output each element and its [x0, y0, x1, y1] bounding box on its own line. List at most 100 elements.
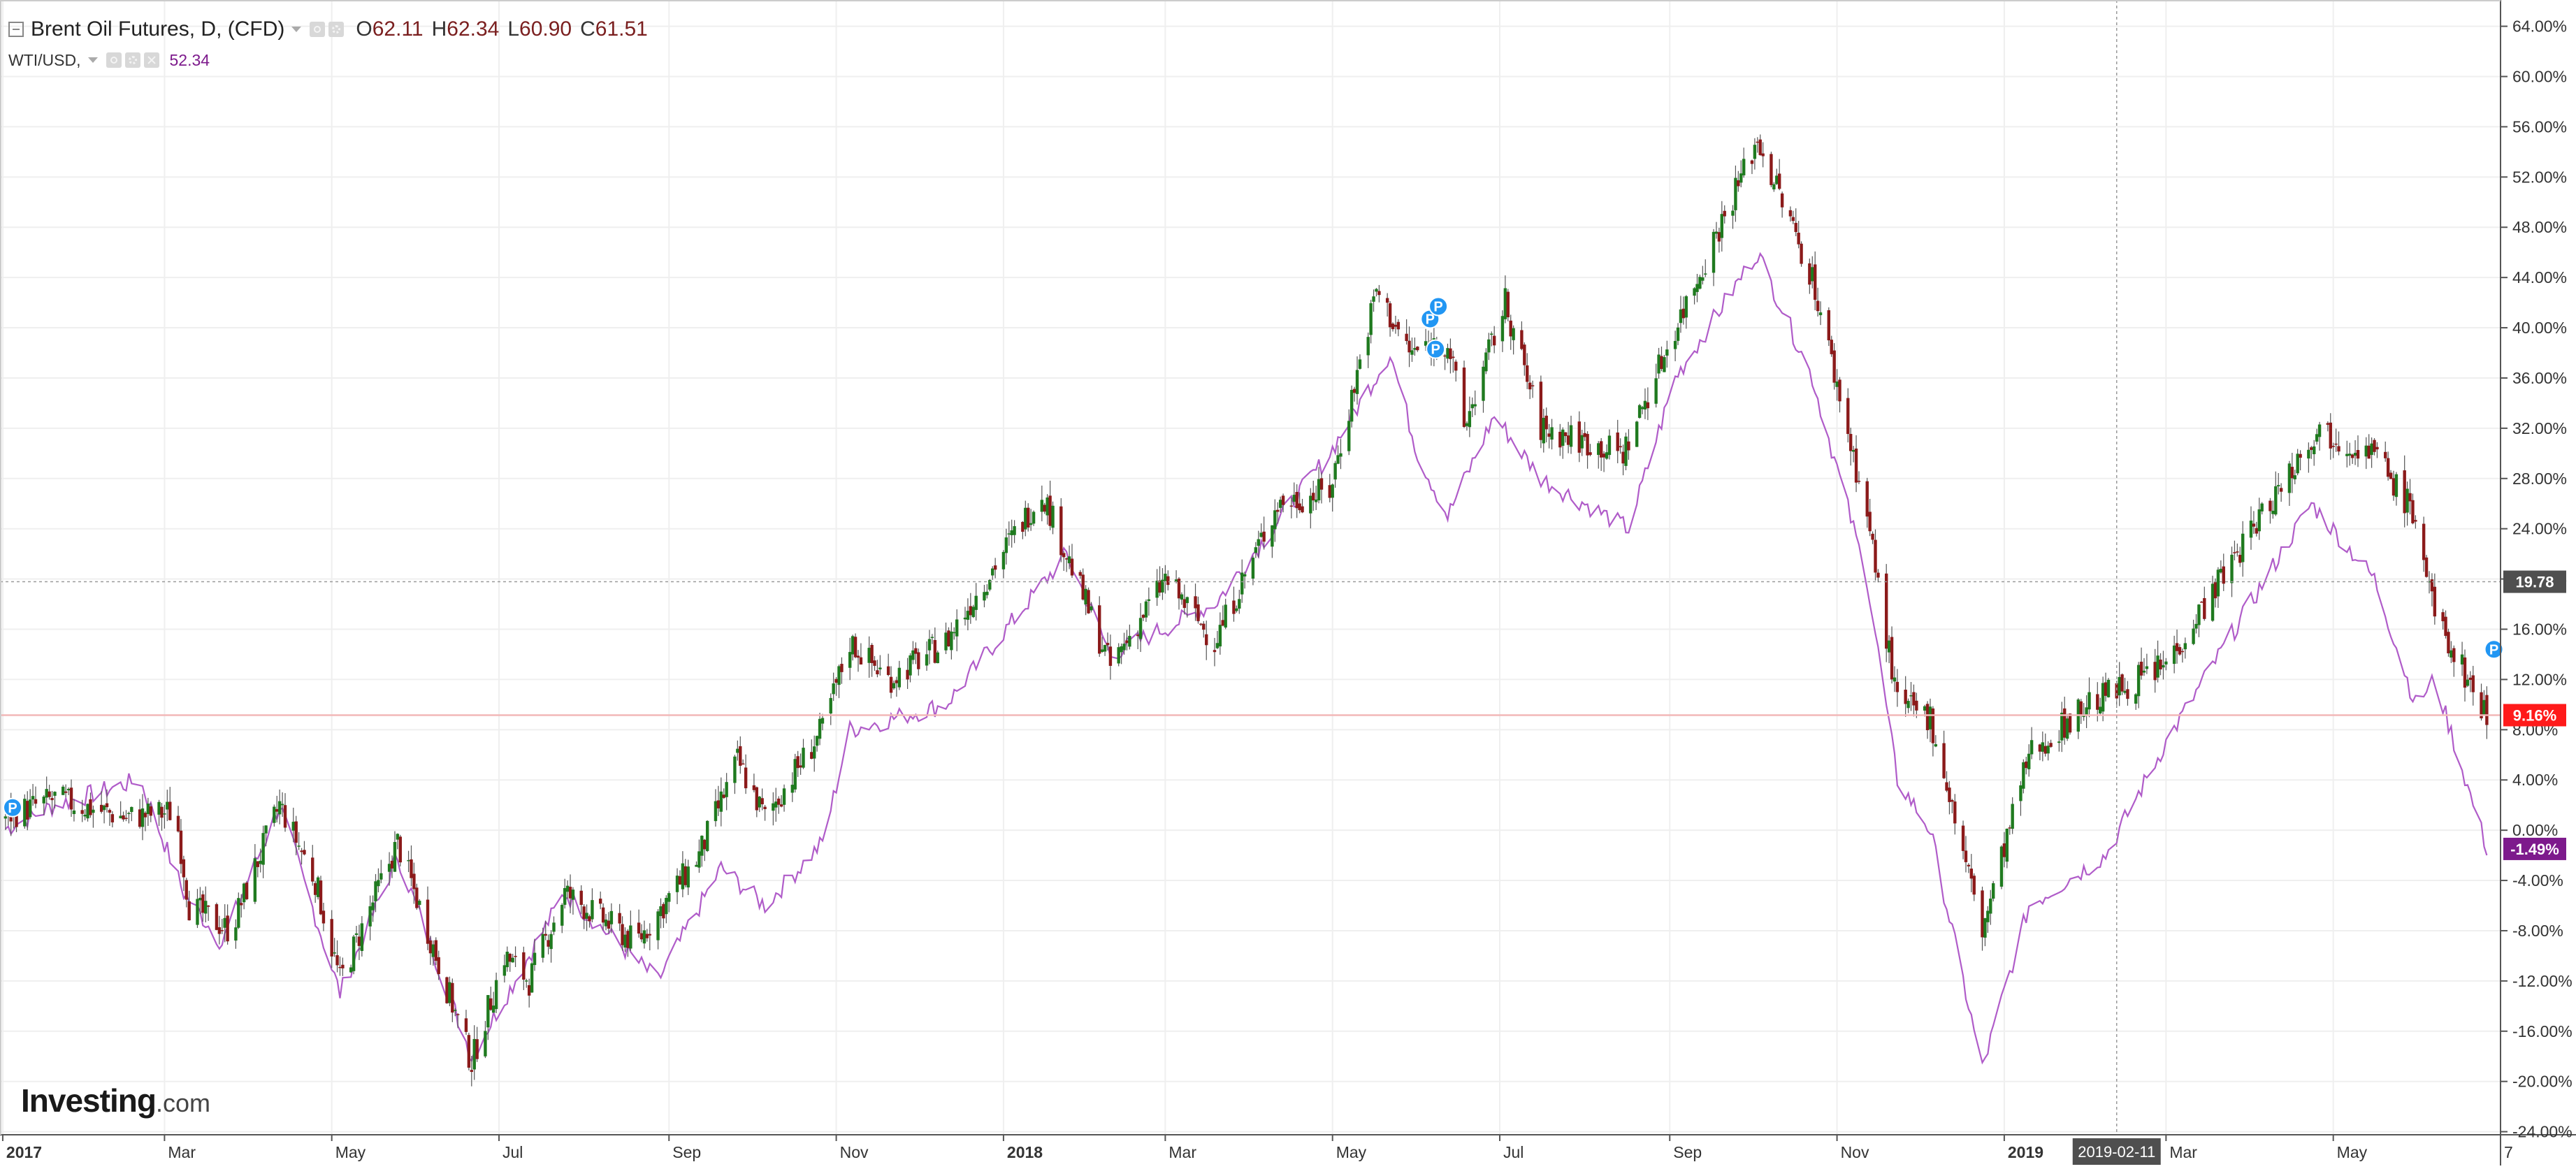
candle-up	[1468, 411, 1472, 428]
open-label: O	[356, 17, 372, 41]
candle-down	[300, 850, 303, 852]
candle-up	[2194, 623, 2198, 629]
y-tick-label: -4.00%	[2512, 871, 2563, 890]
chevron-down-icon[interactable]	[87, 57, 98, 63]
candle-up	[157, 801, 161, 815]
y-tick-label: 4.00%	[2512, 771, 2558, 789]
candle-up	[1742, 159, 1746, 175]
candle-up	[454, 1010, 457, 1011]
candle-up	[1503, 288, 1507, 319]
candle-down	[1177, 579, 1181, 599]
candle-up	[1013, 526, 1016, 535]
candle-up	[686, 866, 690, 888]
candle-up	[697, 851, 701, 868]
candle-up	[1375, 289, 1378, 292]
eye-icon[interactable]	[310, 22, 326, 37]
candle-down	[215, 904, 219, 930]
candle-down	[1523, 344, 1526, 365]
candle-down	[598, 899, 602, 904]
wti-last-value-label: -1.49%	[2510, 841, 2559, 858]
wti-last-value-box	[2503, 837, 2566, 860]
candle-up	[1180, 594, 1184, 600]
candle-up	[1906, 701, 1910, 709]
event-marker	[1428, 296, 1449, 317]
collapse-icon[interactable]	[8, 22, 24, 37]
candle-up	[829, 697, 832, 714]
crosshair-value-label: 19.78	[2515, 574, 2554, 591]
candle-down	[870, 644, 874, 663]
y-tick-label: -24.00%	[2512, 1123, 2573, 1141]
candle-up	[675, 876, 679, 892]
candle-down	[947, 630, 950, 647]
candle-up	[2394, 474, 2398, 498]
candle-up	[1410, 350, 1414, 355]
candle-up	[642, 930, 646, 944]
candle-down	[187, 901, 191, 921]
candle-up	[1654, 378, 1658, 404]
candle-up	[1500, 316, 1505, 342]
candle-down	[514, 956, 517, 957]
candle-down	[99, 804, 103, 812]
candle-down	[1202, 623, 1206, 630]
y-tick-label: 44.00%	[2512, 268, 2567, 286]
candle-down	[1813, 264, 1817, 300]
candle-down	[1281, 495, 1285, 505]
candle-down	[1854, 448, 1858, 483]
candle-down	[2079, 701, 2083, 716]
candle-down	[2238, 555, 2242, 563]
settings-icon[interactable]	[328, 22, 345, 37]
candle-up	[1811, 267, 1814, 282]
chevron-down-icon[interactable]	[291, 27, 302, 32]
candle-down	[1166, 576, 1170, 586]
candle-down	[2153, 662, 2157, 681]
candle-down	[2386, 458, 2390, 477]
candle-down	[601, 907, 605, 923]
candle-up	[892, 683, 896, 689]
candle-down	[1319, 478, 1324, 490]
candle-up	[502, 965, 507, 976]
candle-up	[379, 873, 383, 880]
candle-up	[1045, 498, 1049, 516]
candle-up	[297, 845, 301, 847]
candle-up	[2057, 741, 2061, 743]
candle-up	[2364, 445, 2368, 457]
x-tick-label: Sep	[672, 1143, 701, 1161]
candle-up	[1347, 421, 1351, 451]
candle-up	[1224, 604, 1227, 628]
candle-up	[897, 667, 902, 688]
candle-up	[264, 825, 268, 834]
settings-icon[interactable]	[124, 52, 140, 68]
candle-down	[1800, 243, 1803, 264]
candle-down	[1563, 432, 1568, 437]
candle-down	[1298, 503, 1301, 511]
candle-up	[2099, 706, 2102, 713]
candle-up	[2271, 510, 2275, 514]
candle-up	[140, 808, 145, 827]
candle-up	[927, 639, 932, 651]
candle-down	[2485, 695, 2489, 725]
candle-up	[163, 813, 166, 815]
candle-up	[1084, 588, 1087, 605]
candle-up	[733, 756, 737, 783]
candle-down	[2279, 488, 2283, 492]
y-tick-label: 32.00%	[2512, 419, 2567, 437]
eye-icon[interactable]	[106, 52, 122, 68]
candle-down	[1408, 340, 1411, 353]
candle-down	[1405, 333, 1408, 342]
close-icon[interactable]	[143, 52, 159, 68]
candle-down	[645, 934, 649, 938]
candle-down	[1566, 435, 1570, 445]
event-marker	[3, 797, 22, 818]
candle-up	[1470, 404, 1474, 409]
candle-down	[1262, 531, 1266, 542]
candle-up	[1693, 288, 1696, 296]
candle-down	[568, 887, 572, 899]
candle-down	[2096, 694, 2099, 710]
candle-up	[700, 836, 704, 856]
candle-up	[1624, 436, 1628, 466]
candle-up	[253, 858, 257, 902]
candle-down	[2452, 648, 2456, 662]
